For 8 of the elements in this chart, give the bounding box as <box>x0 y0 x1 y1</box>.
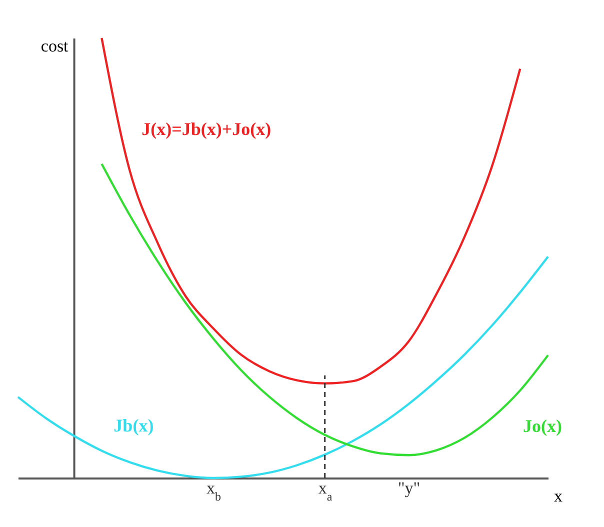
x-tick-label: "y" <box>398 478 420 498</box>
x-axis-title: x <box>554 486 563 506</box>
series-label: Jb(x) <box>114 416 154 436</box>
series-label: J(x)=Jb(x)+Jo(x) <box>142 119 272 139</box>
x-tick-label: x$_{a}$ <box>318 478 333 504</box>
x-tick-label: x$_{b}$ <box>206 478 222 504</box>
y-axis-title: cost <box>40 36 69 56</box>
series-label: Jo(x) <box>523 416 562 436</box>
